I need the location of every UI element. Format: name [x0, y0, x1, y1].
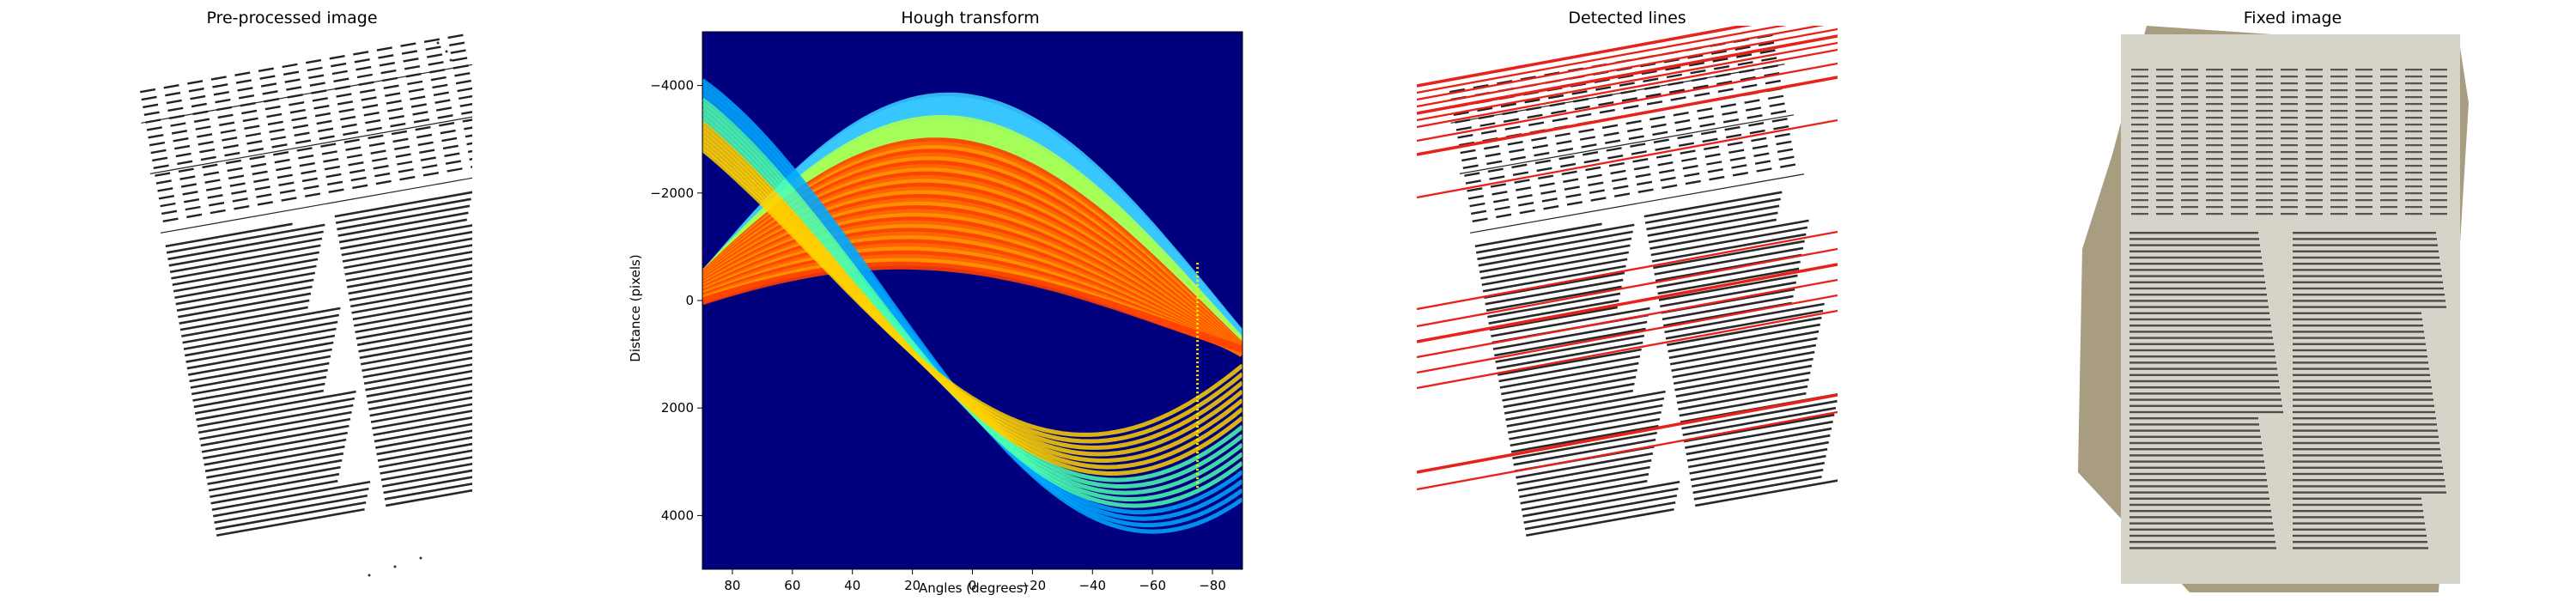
- x-tick-label: 60: [784, 578, 800, 593]
- hough-plot-area: [702, 32, 1242, 569]
- detected-lines-image: [1417, 26, 1838, 537]
- hough-lower-curve: [702, 148, 1242, 437]
- x-tick-label: −40: [1078, 578, 1106, 593]
- detected-line: [1417, 26, 1753, 88]
- x-tick-label: −80: [1199, 578, 1226, 593]
- detected-lines-overlay: [1417, 26, 1838, 491]
- document-scan: [139, 33, 472, 577]
- detected-line: [1417, 118, 1838, 199]
- detected-line: [1417, 62, 1838, 143]
- detected-line: [1417, 76, 1838, 156]
- panel-title-hough: Hough transform: [901, 9, 1040, 27]
- hough-band-curve: [702, 261, 1242, 354]
- noise-speck: [449, 58, 453, 62]
- y-tick-label: −4000: [650, 78, 694, 94]
- panel-fixed: Fixed image: [2078, 0, 2507, 601]
- panel-title-detected: Detected lines: [1568, 9, 1686, 27]
- hough-sinusoids: [702, 78, 1242, 534]
- detected-line: [1417, 26, 1788, 94]
- y-tick-label: −2000: [650, 185, 694, 201]
- hough-chart: 80 60 40 20 0 −20 −40 −60 −80 −4000 −2000 0 2000 4000: [650, 31, 1243, 593]
- detected-line: [1417, 230, 1838, 311]
- detected-line: [1417, 410, 1838, 491]
- document-page: [1449, 33, 1838, 537]
- detected-line: [1417, 294, 1838, 374]
- x-tick-label: 0: [969, 578, 977, 593]
- detected-line: [1417, 309, 1838, 390]
- hough-axes: 80 60 40 20 0 −20 −40 −60 −80 −4000 −2000 0 2000 4000: [650, 31, 1243, 593]
- detected-line: [1417, 27, 1838, 108]
- x-tick-label: −20: [1019, 578, 1047, 593]
- panel-title-preprocessed: Pre-processed image: [206, 9, 378, 27]
- panel-preprocessed: Pre-processed image: [112, 0, 472, 601]
- panel-detected-lines: Detected lines: [1417, 0, 1838, 601]
- hough-lower-curve: [702, 143, 1242, 444]
- noise-speck: [419, 556, 422, 560]
- x-tick-label: 40: [844, 578, 860, 593]
- detected-line: [1417, 263, 1838, 343]
- document-page: [139, 33, 472, 537]
- detected-line: [1417, 34, 1838, 115]
- noise-speck: [445, 50, 448, 53]
- detected-line: [1417, 26, 1825, 101]
- detected-line: [1417, 278, 1838, 359]
- x-tick-label: 80: [724, 578, 740, 593]
- x-tick-label: −60: [1139, 578, 1166, 593]
- x-axis-label: Angles (degrees): [919, 580, 1029, 596]
- panel-title-fixed: Fixed image: [2243, 9, 2342, 27]
- preprocessed-image: [139, 33, 472, 577]
- noise-speck: [393, 565, 397, 568]
- document-scan-copy: [1449, 33, 1838, 537]
- y-tick-label: 2000: [661, 400, 694, 416]
- x-tick-label: 20: [904, 578, 920, 593]
- detected-line: [1417, 393, 1838, 474]
- y-tick-label: 0: [685, 293, 694, 308]
- detected-line: [1417, 48, 1838, 129]
- noise-speck: [436, 41, 440, 45]
- detected-line: [1417, 247, 1838, 328]
- y-tick-label: 4000: [661, 507, 694, 523]
- fixed-document: [2078, 26, 2469, 592]
- noise-speck: [368, 574, 371, 577]
- fixed-image: [2078, 26, 2469, 592]
- y-axis-label: Distance (pixels): [628, 254, 643, 362]
- panel-hough: Hough transform 80 60 40 20 0 −20 −40 −60 −80 −40…: [601, 0, 1288, 601]
- detected-line: [1417, 41, 1838, 122]
